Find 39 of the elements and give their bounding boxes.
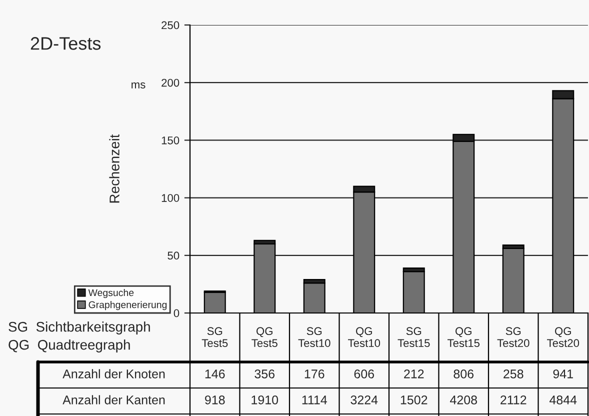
text: 146 [205,370,225,378]
text: 212 [404,370,424,378]
text: 258 [504,370,524,378]
y-tick-label: 200 [162,78,180,87]
text: 918 [205,396,225,404]
text: SG Sichtbarkeitsgraph [8,322,150,334]
text: 806 [454,370,474,378]
text: 1910 [252,396,278,404]
text: 2112 [500,396,526,404]
legend-label: Wegsuche [88,288,134,298]
text: QG Quadtreegraph [8,340,130,352]
text: ms [132,82,146,88]
x-tick-label: QG Test15 [448,327,480,348]
text: 3224 [350,396,378,404]
y-axis-title: Rechenzeit [109,134,120,203]
text: Anzahl der Knoten [62,369,165,378]
x-tick-label: SG Test20 [497,327,530,348]
text: 941 [553,370,573,378]
text: 1502 [400,396,428,404]
x-tick-label: QG Test20 [547,327,580,348]
x-tick-label: SG Test15 [398,327,430,348]
legend-label: Graphgenerierung [88,301,167,310]
x-tick-label: SG Test10 [298,327,330,348]
text: 176 [304,370,324,378]
text: 4844 [550,396,577,404]
text: 606 [354,370,374,378]
y-tick-label: 250 [162,21,180,30]
x-tick-label: SG Test5 [202,327,228,348]
text: 356 [254,370,275,378]
text: 2D-Tests [30,37,101,50]
text: 4208 [450,396,477,404]
y-tick-label: 50 [168,252,180,260]
text: 1114 [302,396,327,404]
x-tick-label: QG Test10 [348,327,380,348]
y-tick-label: 0 [174,309,180,318]
text: Anzahl der Kanten [62,395,165,404]
y-tick-label: 150 [162,136,180,144]
x-tick-label: QG Test5 [252,327,278,348]
y-tick-label: 100 [162,194,180,202]
